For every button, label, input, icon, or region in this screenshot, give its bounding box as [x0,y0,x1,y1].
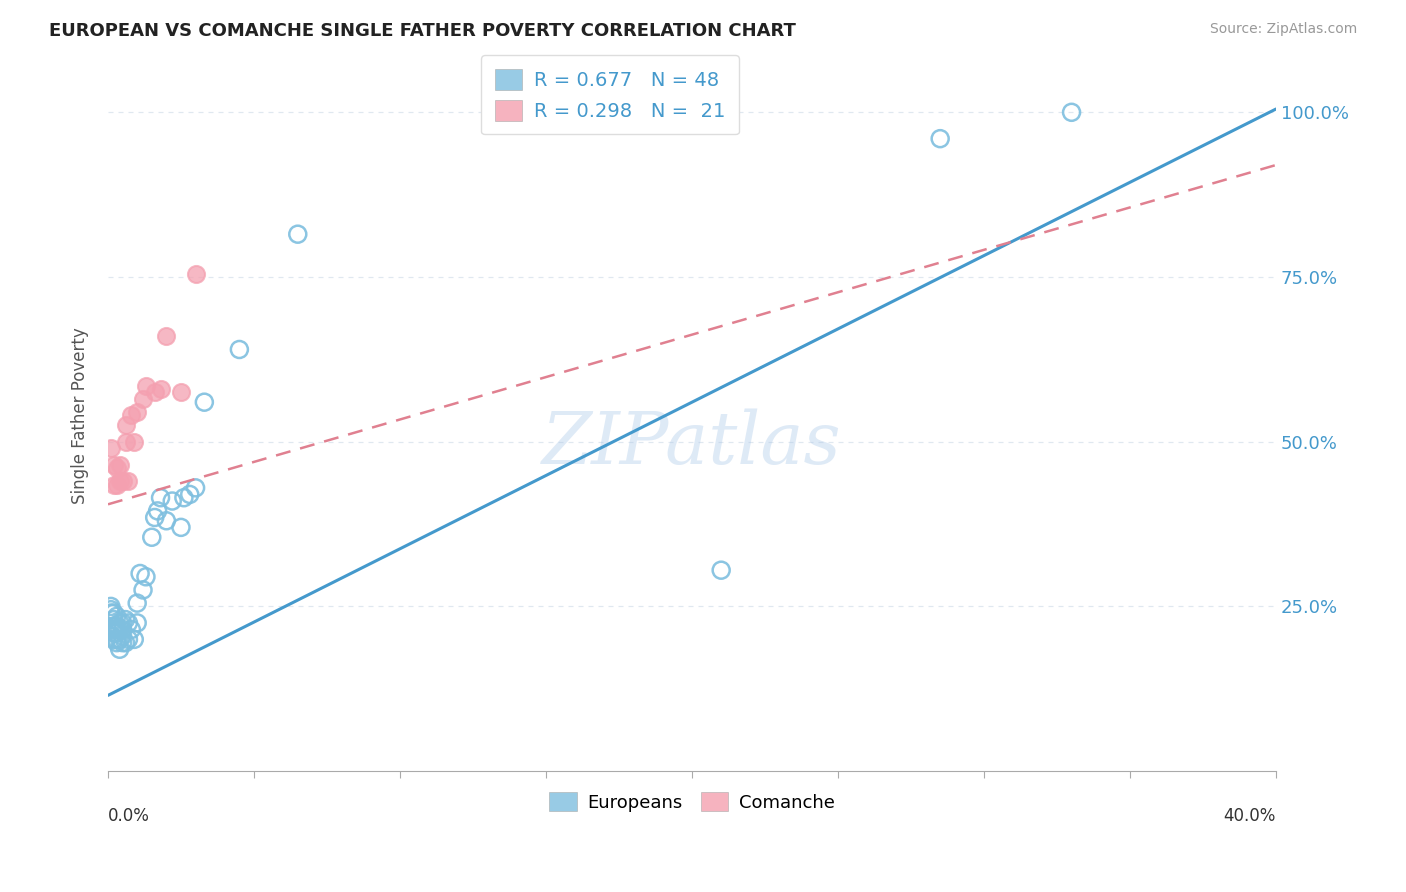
Point [103,606,125,620]
Point [149,491,172,505]
Point [155,329,177,343]
Legend: Europeans, Comanche: Europeans, Comanche [543,785,842,819]
Point [117,632,139,647]
Point [103,625,125,640]
Point [108,458,131,472]
Point [105,635,128,649]
Point [120,409,142,423]
Point [108,623,131,637]
Point [111,629,134,643]
Point [135,378,157,392]
Point [103,632,125,647]
Point [111,615,134,630]
Point [103,477,125,491]
Point [149,382,172,396]
Point [114,613,136,627]
Point [103,458,125,472]
Point [179,487,201,501]
Point [117,475,139,489]
Point [100,599,122,614]
Point [122,632,145,647]
Point [173,491,195,505]
Point [228,343,250,357]
Point [146,504,169,518]
Point [105,477,128,491]
Point [184,481,207,495]
Point [127,405,149,419]
Point [111,623,134,637]
Point [105,632,128,647]
Point [1060,105,1083,120]
Point [287,227,309,242]
Point [103,619,125,633]
Point [160,494,183,508]
Point [100,603,122,617]
Point [184,267,207,281]
Point [127,615,149,630]
Point [132,392,155,406]
Point [929,131,952,145]
Text: 40.0%: 40.0% [1223,806,1277,825]
Point [108,615,131,630]
Point [100,606,122,620]
Point [120,623,142,637]
Point [170,385,193,400]
Text: Source: ZipAtlas.com: Source: ZipAtlas.com [1209,22,1357,37]
Point [105,625,128,640]
Point [141,530,163,544]
Point [129,566,152,581]
Point [143,510,166,524]
Point [114,434,136,449]
Y-axis label: Single Father Poverty: Single Father Poverty [72,327,89,504]
Point [114,635,136,649]
Point [135,570,157,584]
Point [108,475,131,489]
Point [105,609,128,624]
Point [105,619,128,633]
Point [170,520,193,534]
Point [111,635,134,649]
Point [105,623,128,637]
Point [114,418,136,433]
Point [127,596,149,610]
Point [108,632,131,647]
Point [103,613,125,627]
Text: EUROPEAN VS COMANCHE SINGLE FATHER POVERTY CORRELATION CHART: EUROPEAN VS COMANCHE SINGLE FATHER POVER… [49,22,796,40]
Text: ZIPatlas: ZIPatlas [543,409,842,479]
Text: 0.0%: 0.0% [108,806,150,825]
Point [143,385,166,400]
Point [103,623,125,637]
Point [122,434,145,449]
Point [132,582,155,597]
Point [108,642,131,657]
Point [710,563,733,577]
Point [193,395,215,409]
Point [100,442,122,456]
Point [105,461,128,475]
Point [117,615,139,630]
Point [155,514,177,528]
Point [111,475,134,489]
